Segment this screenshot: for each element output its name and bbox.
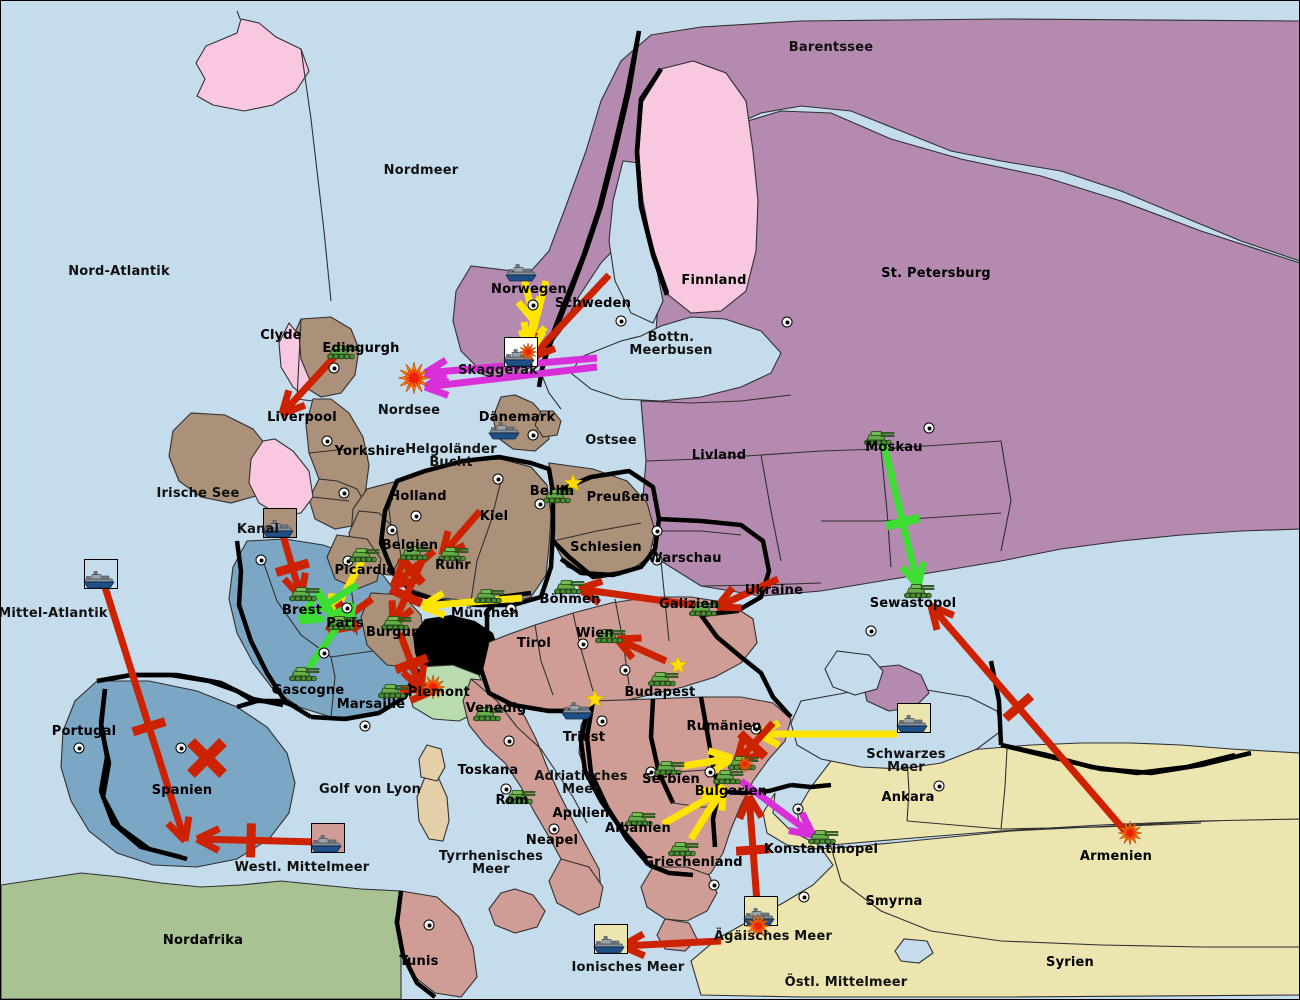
unit-army-albanien[interactable]: [623, 809, 657, 829]
unit-army-burgund[interactable]: [379, 613, 413, 633]
unit-army-boehmen[interactable]: [552, 577, 586, 597]
unit-army-wien[interactable]: [593, 626, 627, 646]
unit-army-venedig[interactable]: [471, 704, 505, 724]
sc-spanien[interactable]: [175, 742, 187, 754]
order-schwarzesmeer-supp: [755, 719, 897, 749]
sc-portugal[interactable]: [73, 742, 85, 754]
sc-marsaille[interactable]: [359, 720, 371, 732]
sc-berlin[interactable]: [534, 498, 546, 510]
unit-fleet-kanal[interactable]: [261, 519, 295, 539]
order-mittelatlantik-att: [101, 585, 193, 844]
unit-fleet-ionisches-meer[interactable]: [592, 935, 626, 955]
unit-army-brest[interactable]: [287, 584, 321, 604]
unit-army-paris[interactable]: [325, 613, 359, 633]
order-brest-convoy: [297, 582, 359, 625]
unit-fleet-westl-mittelmeer[interactable]: [309, 834, 343, 854]
order-albanien-support: [661, 786, 726, 828]
sc-griechenland[interactable]: [708, 879, 720, 891]
sc-neapel[interactable]: [548, 823, 560, 835]
explosion-piemont: [420, 674, 446, 703]
sc-holland[interactable]: [410, 510, 422, 522]
order-bulgarien-retreat: [738, 778, 817, 839]
unit-army-edinburgh[interactable]: [325, 342, 359, 362]
order-boehmen-from-galiz: [577, 577, 702, 610]
explosion-bulgarien: [736, 755, 754, 776]
unit-fleet-norwegen[interactable]: [504, 263, 538, 283]
sc-liverpool[interactable]: [321, 435, 333, 447]
unit-army-belgien[interactable]: [398, 543, 432, 563]
unit-army-rom[interactable]: [503, 787, 537, 807]
sc-norwegen[interactable]: [527, 299, 539, 311]
sc-budapest[interactable]: [619, 664, 631, 676]
star-venedig: [585, 689, 605, 713]
sc-stpetersburg[interactable]: [781, 316, 793, 328]
sc-ankara[interactable]: [933, 780, 945, 792]
star-budapest: [668, 655, 688, 679]
explosion-aegaeisches: [745, 913, 771, 942]
sc-triest[interactable]: [596, 715, 608, 727]
unit-fleet-daenemark[interactable]: [487, 421, 521, 441]
sc-belgien[interactable]: [386, 524, 398, 536]
sc-smyrna[interactable]: [798, 891, 810, 903]
unit-army-gascogne[interactable]: [287, 664, 321, 684]
sc-muenchen[interactable]: [505, 603, 517, 615]
sc-paris[interactable]: [318, 647, 330, 659]
order-spanien-bounce: [187, 738, 227, 778]
unit-army-moskau[interactable]: [862, 428, 896, 448]
sc-kiel[interactable]: [492, 473, 504, 485]
order-armenien-to-sewast: [927, 602, 1128, 834]
unit-fleet-triest[interactable]: [560, 701, 594, 721]
order-edinburgh-attack: [278, 350, 341, 418]
sc-yorkshire[interactable]: [338, 487, 350, 499]
sc-wien[interactable]: [577, 638, 589, 650]
unit-army-ruhr[interactable]: [436, 544, 470, 564]
sc-warschau[interactable]: [651, 554, 663, 566]
sc-brest[interactable]: [255, 554, 267, 566]
unit-army-galizien[interactable]: [687, 599, 721, 619]
star-berlin: [563, 473, 583, 497]
sc-konstantinopel[interactable]: [792, 803, 804, 815]
sc-daenemark[interactable]: [527, 429, 539, 441]
sc-moskau[interactable]: [923, 422, 935, 434]
sc-venedig[interactable]: [503, 735, 515, 747]
order-westlmittelmeer-att: [195, 823, 318, 858]
unit-army-serbien[interactable]: [652, 758, 686, 778]
order-skaggerak-retreat-b: [423, 363, 598, 399]
unit-army-bulgarien[interactable]: [711, 767, 745, 787]
sc-rumaenien[interactable]: [750, 723, 762, 735]
order-ukraine-to-galizien: [714, 575, 780, 612]
sc-schweden[interactable]: [615, 315, 627, 327]
sc-tunis[interactable]: [423, 919, 435, 931]
sc-rom[interactable]: [500, 783, 512, 795]
sc-preussen[interactable]: [651, 525, 663, 537]
explosion-nordsee: [397, 361, 431, 398]
unit-army-muenchen[interactable]: [472, 586, 506, 606]
unit-fleet-mittelatlantik[interactable]: [82, 570, 116, 590]
unit-army-marsaille[interactable]: [376, 681, 410, 701]
order-ionisches-attack: [620, 930, 722, 960]
unit-army-picardie[interactable]: [347, 545, 381, 565]
explosion-armenien: [1117, 820, 1143, 849]
unit-army-konstantinopel[interactable]: [806, 827, 840, 847]
order-muenchen-support: [420, 590, 523, 619]
sc-sewastopol[interactable]: [865, 625, 877, 637]
unit-army-sewastopol[interactable]: [902, 581, 936, 601]
unit-army-berlin[interactable]: [541, 486, 575, 506]
sc-bulgarien[interactable]: [704, 766, 716, 778]
unit-army-budapest[interactable]: [646, 669, 680, 689]
unit-fleet-schwarzes-meer[interactable]: [895, 714, 929, 734]
sc-edinburgh[interactable]: [328, 362, 340, 374]
explosion-skaggerak: [518, 342, 538, 365]
unit-army-griechenland[interactable]: [666, 839, 700, 859]
sc-picardie[interactable]: [341, 602, 353, 614]
order-moskau-to-sewastopol: [880, 443, 927, 589]
